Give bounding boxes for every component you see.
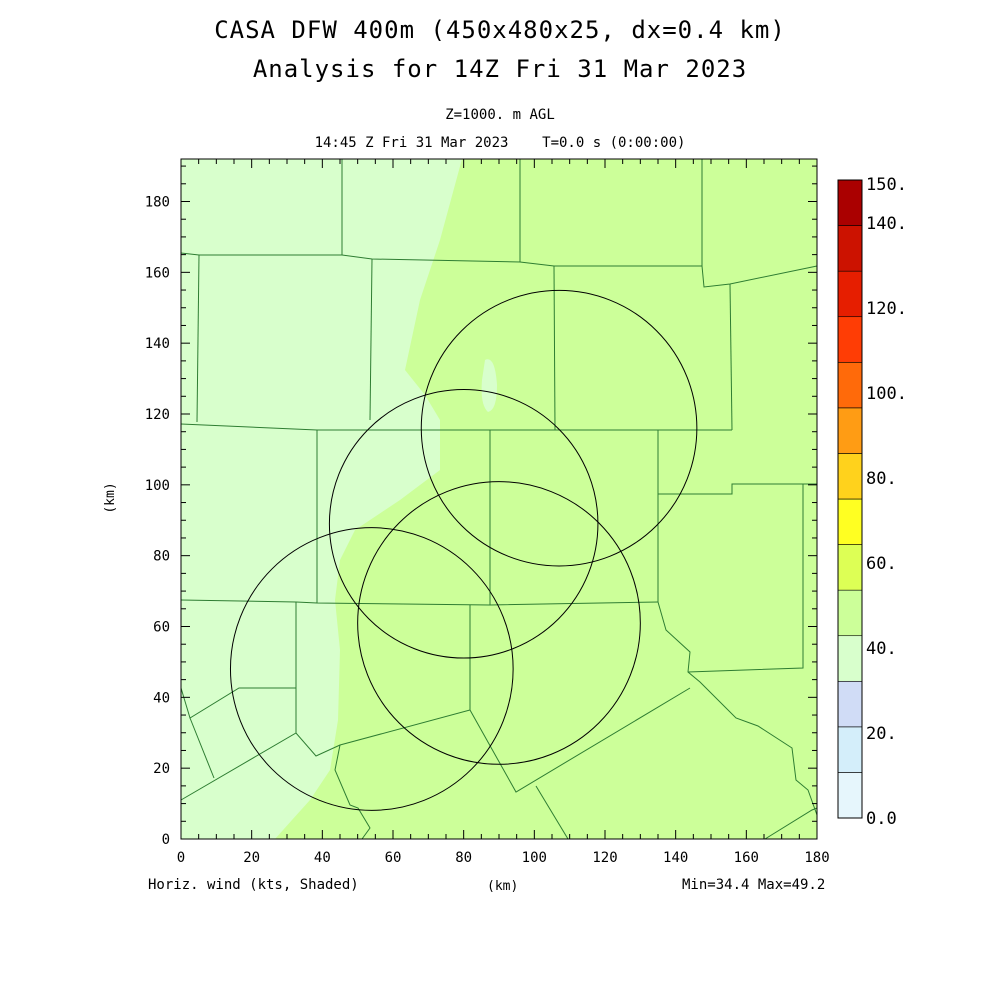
x-tick-label: 160 (734, 850, 759, 866)
colorbar-bin (837, 179, 863, 226)
y-tick-label: 140 (145, 336, 170, 352)
y-axis-label: (km) (103, 482, 118, 513)
colorbar-labels: 0.0 20. 40. 60. 80. 100. 120. 140. 150. (866, 175, 907, 829)
colorbar-bin (837, 361, 863, 409)
colorbar-bin (837, 726, 863, 773)
colorbar-label: 20. (866, 724, 897, 744)
y-tick-labels: 0 20 40 60 80 100 120 140 160 180 (145, 195, 170, 849)
colorbar-label: 120. (866, 299, 907, 319)
wind-field-light-west (181, 159, 462, 839)
y-tick-label: 100 (145, 478, 170, 494)
colorbar-label: 60. (866, 554, 897, 574)
colorbar-label: 150. (866, 175, 907, 195)
colorbar-bin (837, 680, 863, 728)
x-tick-label: 80 (455, 850, 472, 866)
title-line-2: Analysis for 14Z Fri 31 Mar 2023 (252, 55, 748, 83)
colorbar-label: 140. (866, 214, 907, 234)
x-tick-label: 120 (592, 850, 617, 866)
colorbar-bin (837, 453, 863, 500)
title-line-1: CASA DFW 400m (450x480x25, dx=0.4 km) (214, 16, 786, 44)
x-tick-label: 60 (385, 850, 402, 866)
x-tick-label: 0 (177, 850, 185, 866)
y-tick-label: 20 (153, 761, 170, 777)
field-label: Horiz. wind (kts, Shaded) (148, 877, 359, 893)
x-tick-label: 100 (522, 850, 547, 866)
colorbar-label: 0.0 (866, 809, 897, 829)
colorbar-label: 100. (866, 384, 907, 404)
colorbar-bin (837, 407, 863, 454)
colorbar-label: 40. (866, 639, 897, 659)
radar-ring-2 (328, 389, 599, 659)
wind-field-light-patch (285, 508, 319, 541)
y-tick-label: 80 (153, 549, 170, 565)
y-tick-label: 180 (145, 195, 170, 211)
radar-ring-1 (420, 289, 698, 567)
y-tick-label: 0 (162, 832, 170, 848)
y-tick-label: 120 (145, 407, 170, 423)
x-tick-label: 140 (663, 850, 688, 866)
y-tick-label: 40 (153, 690, 170, 706)
radar-ring-3 (357, 481, 641, 765)
axis-ticks (180, 159, 818, 840)
colorbar-label: 80. (866, 469, 897, 489)
colorbar-bin (837, 772, 863, 819)
colorbar-bin (837, 270, 863, 318)
x-tick-label: 40 (314, 850, 331, 866)
colorbar-bin (837, 316, 863, 363)
colorbar-bin (837, 225, 863, 272)
x-tick-label: 20 (243, 850, 260, 866)
colorbar-bin (837, 498, 863, 545)
county-boundaries (180, 159, 818, 840)
level-label: Z=1000. m AGL (445, 107, 555, 123)
time-label: 14:45 Z Fri 31 Mar 2023 T=0.0 s (0:00:00… (314, 135, 686, 151)
colorbar-bin (837, 635, 863, 682)
radar-range-rings (229, 289, 698, 811)
plot-area (180, 158, 818, 840)
colorbar-bin (837, 589, 863, 637)
x-tick-labels: 0 20 40 60 80 100 120 140 160 180 (177, 850, 830, 866)
colorbar-frame (837, 179, 863, 819)
colorbar (837, 179, 863, 819)
min-max-label: Min=34.4 Max=49.2 (682, 877, 826, 893)
radar-ring-4 (229, 527, 514, 811)
x-axis-label: (km) (487, 879, 519, 894)
colorbar-bin (837, 544, 863, 591)
y-tick-label: 60 (153, 620, 170, 636)
wind-field-light-blob (481, 359, 497, 412)
y-tick-label: 160 (145, 265, 170, 281)
x-tick-label: 180 (804, 850, 829, 866)
